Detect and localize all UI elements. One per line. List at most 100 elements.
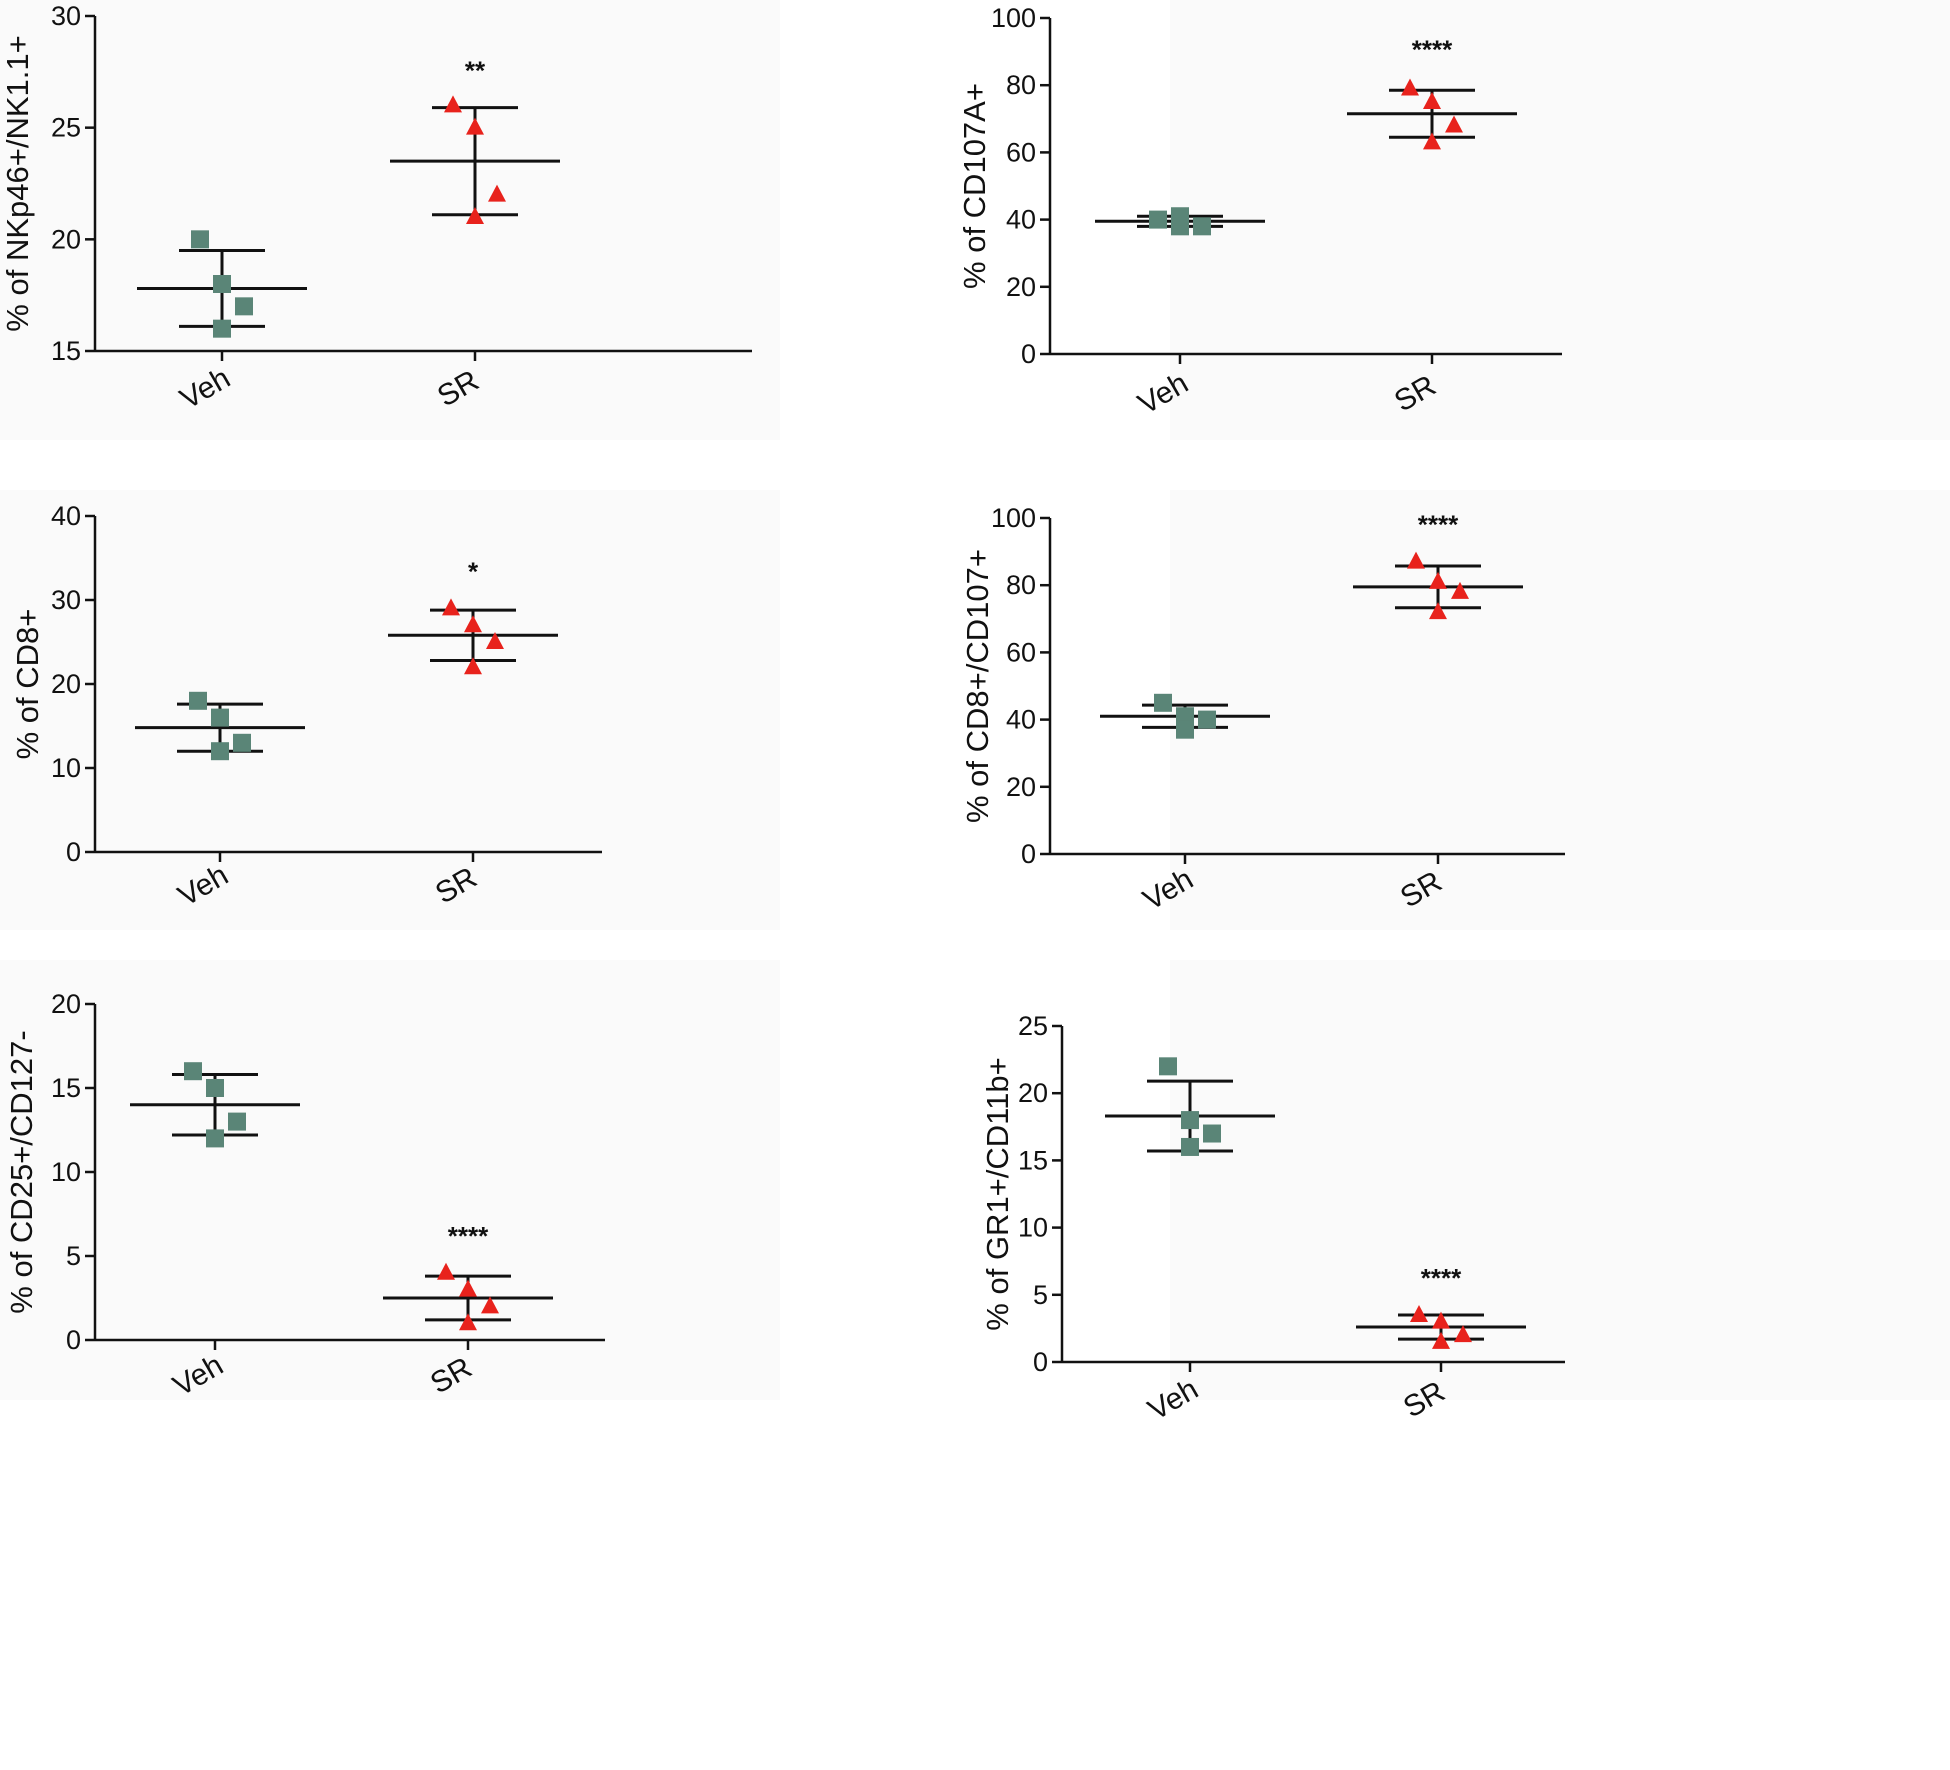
data-point-veh xyxy=(213,319,231,338)
data-point-sr xyxy=(1423,92,1441,109)
data-point-sr xyxy=(444,95,462,113)
data-point-sr xyxy=(1429,571,1447,589)
y-tick-label: 30 xyxy=(51,585,81,615)
y-tick-label: 0 xyxy=(1033,1347,1048,1377)
data-point-veh xyxy=(206,1129,224,1148)
y-tick-label: 15 xyxy=(1018,1145,1048,1175)
y-tick-label: 100 xyxy=(991,3,1036,33)
y-tick-label: 60 xyxy=(1006,137,1036,167)
data-point-sr xyxy=(1451,581,1469,599)
data-point-veh xyxy=(1159,1057,1177,1076)
data-point-sr xyxy=(1423,132,1441,150)
y-tick-label: 40 xyxy=(1006,205,1036,235)
data-point-veh xyxy=(1149,210,1167,229)
y-tick-label: 5 xyxy=(1033,1280,1048,1310)
data-point-veh xyxy=(1181,1137,1199,1156)
data-point-veh xyxy=(1203,1124,1221,1143)
data-point-sr xyxy=(1445,115,1463,133)
data-point-sr xyxy=(1407,551,1425,569)
y-tick-label: 100 xyxy=(991,503,1036,533)
y-tick-label: 10 xyxy=(51,753,81,783)
y-tick-label: 0 xyxy=(66,837,81,867)
y-tick-label: 30 xyxy=(51,1,81,31)
panel-background xyxy=(0,0,780,440)
data-point-veh xyxy=(211,708,229,727)
data-point-sr xyxy=(488,184,506,202)
data-point-veh xyxy=(206,1079,224,1097)
y-axis-title: % of CD107A+ xyxy=(957,83,992,289)
y-axis-title: % of CD25+/CD127- xyxy=(4,1030,39,1313)
y-axis-title: % of NKp46+/NK1.1+ xyxy=(0,35,35,331)
panel-background xyxy=(0,490,780,930)
y-tick-label: 15 xyxy=(51,336,81,366)
y-tick-label: 20 xyxy=(1006,772,1036,802)
data-point-veh xyxy=(233,733,251,752)
y-tick-label: 40 xyxy=(1006,705,1036,735)
data-point-sr xyxy=(1454,1325,1472,1343)
y-tick-label: 20 xyxy=(51,224,81,254)
panel-background xyxy=(1170,0,1950,440)
data-point-sr xyxy=(459,1313,477,1331)
data-point-veh xyxy=(184,1062,202,1081)
data-point-veh xyxy=(211,742,229,761)
data-point-sr xyxy=(464,657,482,675)
data-point-veh xyxy=(1171,207,1189,226)
data-point-sr xyxy=(466,117,484,135)
data-point-sr xyxy=(459,1279,477,1297)
data-point-veh xyxy=(1181,1111,1199,1130)
data-point-sr xyxy=(466,207,484,224)
data-point-sr xyxy=(442,598,460,616)
data-point-sr xyxy=(1432,1331,1450,1349)
y-tick-label: 20 xyxy=(1006,272,1036,302)
data-point-sr xyxy=(464,615,482,633)
y-tick-label: 20 xyxy=(51,669,81,699)
y-tick-label: 10 xyxy=(51,1157,81,1187)
y-tick-label: 80 xyxy=(1006,70,1036,100)
significance-marker: **** xyxy=(448,1221,489,1251)
data-point-sr xyxy=(1432,1311,1450,1329)
y-tick-label: 20 xyxy=(1018,1078,1048,1108)
y-axis-title: % of CD8+/CD107+ xyxy=(960,549,995,823)
y-axis-title: % of GR1+/CD11b+ xyxy=(980,1057,1015,1330)
y-tick-label: 15 xyxy=(51,1073,81,1103)
y-tick-label: 5 xyxy=(66,1241,81,1271)
data-point-sr xyxy=(1401,78,1419,96)
y-tick-label: 20 xyxy=(51,989,81,1019)
data-point-veh xyxy=(1193,217,1211,236)
y-tick-label: 0 xyxy=(1021,339,1036,369)
y-tick-label: 25 xyxy=(1018,1011,1048,1041)
data-point-veh xyxy=(235,297,253,316)
data-point-sr xyxy=(1429,602,1447,620)
y-tick-label: 10 xyxy=(1018,1213,1048,1243)
panel-background xyxy=(0,960,780,1400)
data-point-sr xyxy=(1410,1304,1428,1322)
significance-marker: **** xyxy=(1418,510,1459,540)
y-tick-label: 25 xyxy=(51,113,81,143)
significance-marker: * xyxy=(468,556,479,586)
data-point-sr xyxy=(481,1296,499,1314)
panel-background xyxy=(1170,960,1950,1400)
y-tick-label: 80 xyxy=(1006,570,1036,600)
data-point-veh xyxy=(191,230,209,249)
y-tick-label: 0 xyxy=(66,1325,81,1355)
data-point-veh xyxy=(189,691,207,710)
data-point-sr xyxy=(486,632,504,649)
data-point-veh xyxy=(1176,720,1194,739)
significance-marker: **** xyxy=(1421,1263,1462,1293)
y-tick-label: 0 xyxy=(1021,839,1036,869)
data-point-veh xyxy=(1154,693,1172,712)
significance-marker: **** xyxy=(1412,35,1453,65)
data-point-veh xyxy=(1198,710,1216,729)
panel-background xyxy=(1170,490,1950,930)
data-point-sr xyxy=(437,1262,455,1280)
data-point-veh xyxy=(213,275,231,293)
y-tick-label: 60 xyxy=(1006,637,1036,667)
significance-marker: ** xyxy=(465,55,486,85)
